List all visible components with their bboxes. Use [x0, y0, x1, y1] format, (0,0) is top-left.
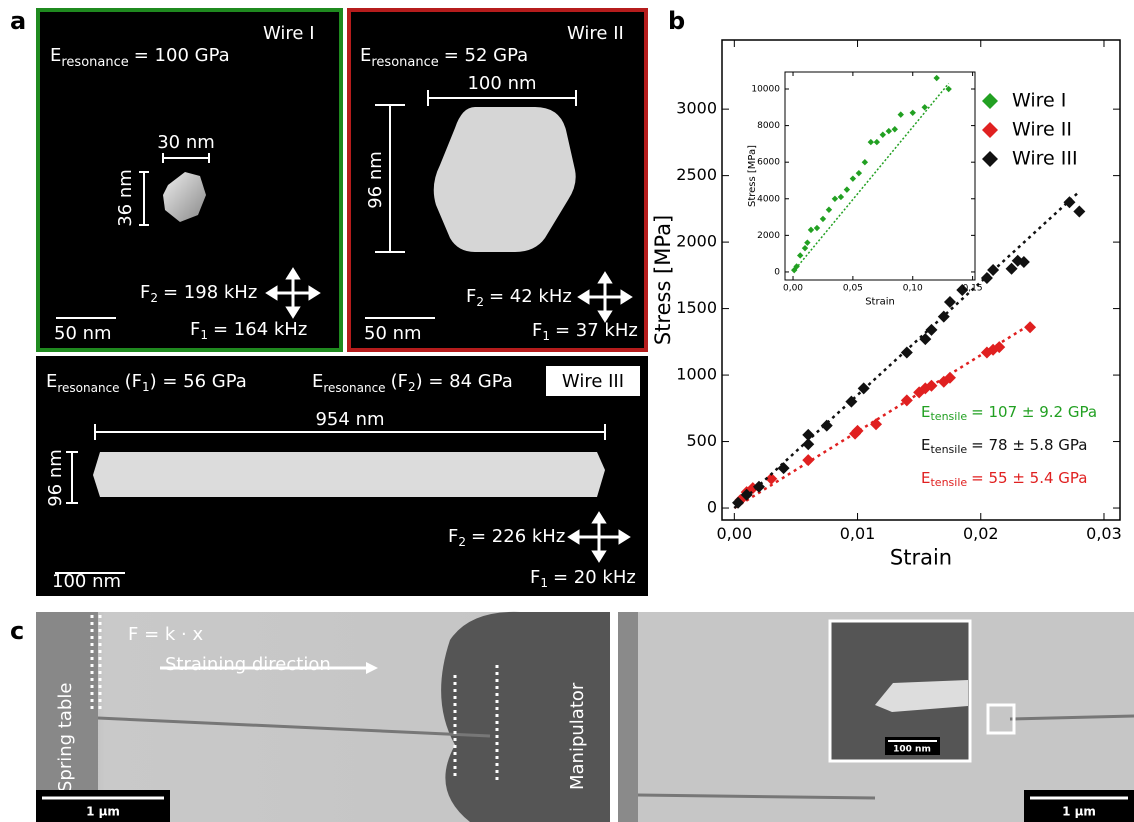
x-axis-label: Strain [865, 297, 895, 308]
legend-label: Wire III [1012, 148, 1078, 170]
figure: a b c Wire I Eresonance = 100 GPa 30 nm 3… [0, 0, 1134, 822]
value: = 107 ± 9.2 GPa [971, 403, 1097, 421]
y-tick-label: 1500 [676, 298, 717, 317]
y-tick-label: 6000 [757, 158, 780, 168]
subscript: resonance [57, 381, 119, 395]
symbol: F [190, 319, 200, 340]
subscript: 2 [476, 295, 484, 309]
x-tick-label: 0,00 [717, 524, 753, 543]
symbol: E [50, 45, 61, 66]
value: = 78 ± 5.8 GPa [971, 436, 1087, 454]
symbol: F [530, 567, 540, 588]
value: = 226 kHz [471, 526, 565, 547]
scale-bar-label: 50 nm [54, 323, 112, 344]
x-tick-label: 0,15 [963, 284, 983, 294]
height-label: 96 nm [45, 449, 66, 507]
y-tick-label: 2000 [757, 231, 780, 241]
subscript: tensile [930, 476, 967, 489]
y-tick-label: 8000 [757, 121, 780, 131]
subscript: 2 [458, 535, 466, 549]
formula: F = k · x [128, 624, 203, 645]
length-label: 954 nm [315, 409, 384, 430]
charts: 0,00 0,01 0,02 0,03 0 500 1000 1500 2000 2500 3000… [651, 40, 1122, 569]
y-tick-label: 0 [707, 498, 717, 517]
x-tick-label: 0,05 [843, 284, 863, 294]
symbol: F [140, 282, 150, 303]
subscript: resonance [323, 381, 385, 395]
y-tick-label: 0 [774, 267, 780, 277]
symbol: F [532, 320, 542, 341]
value: = 52 GPa [444, 45, 528, 66]
value: = 55 ± 5.4 GPa [971, 469, 1087, 487]
value: ) = 56 GPa [150, 371, 247, 392]
subscript: 1 [200, 328, 208, 342]
x-tick-label: 0,02 [963, 524, 999, 543]
symbol: E [360, 45, 371, 66]
panel-label: b [668, 7, 685, 35]
y-tick-label: 1000 [676, 365, 717, 384]
subscript: 2 [150, 291, 158, 305]
y-tick-label: 500 [686, 431, 717, 450]
y-axis-label: Stress [MPa] [747, 145, 758, 207]
spring-table-label: Spring table [55, 683, 76, 792]
symbol: F [466, 286, 476, 307]
edge-shape [618, 612, 638, 822]
legend-label: Wire I [1012, 90, 1066, 112]
subscript: tensile [930, 443, 967, 456]
y-tick-label: 2000 [676, 232, 717, 251]
symbol: E [921, 469, 930, 487]
x-tick-label: 0,00 [783, 284, 803, 294]
manipulator-label: Manipulator [567, 682, 588, 790]
value: = 198 kHz [163, 282, 257, 303]
scale-bar-label: 50 nm [364, 323, 422, 344]
subscript: 1 [142, 380, 150, 394]
direction-label: Straining direction [165, 654, 331, 675]
symbol: E [921, 403, 930, 421]
panel-label: a [10, 7, 26, 35]
symbol: E [312, 371, 323, 392]
legend-label: Wire II [1012, 119, 1072, 141]
x-tick-label: 0,01 [840, 524, 876, 543]
y-axis-label: Stress [MPa] [651, 215, 675, 345]
subscript: tensile [930, 410, 967, 423]
plot-frame [785, 72, 975, 280]
subscript: 1 [540, 576, 548, 590]
y-tick-label: 2500 [676, 165, 717, 184]
scale-bar-label: 100 nm [893, 745, 931, 755]
value: = 164 kHz [213, 319, 307, 340]
value: ) = 84 GPa [416, 371, 513, 392]
y-tick-label: 4000 [757, 194, 780, 204]
symbol: F [448, 526, 458, 547]
width-label: 100 nm [467, 73, 536, 94]
value: = 42 kHz [489, 286, 572, 307]
x-tick-label: 0,10 [903, 284, 923, 294]
height-label: 96 nm [365, 151, 386, 209]
x-tick-label: 0,03 [1086, 524, 1122, 543]
value: = 20 kHz [553, 567, 636, 588]
subscript: resonance [61, 55, 128, 70]
text: (F [125, 371, 142, 392]
scale-bar-label: 1 µm [1062, 805, 1096, 819]
wire-title: Wire II [567, 23, 624, 44]
x-axis-label: Strain [890, 545, 952, 569]
subscript: 2 [408, 380, 416, 394]
symbol: E [921, 436, 930, 454]
panel-label: c [10, 617, 24, 645]
subscript: resonance [371, 55, 438, 70]
y-tick-label: 10000 [751, 85, 780, 95]
subscript: 1 [542, 329, 550, 343]
width-label: 30 nm [157, 132, 215, 153]
text: (F [391, 371, 408, 392]
value: = 37 kHz [555, 320, 638, 341]
wire-title: Wire III [562, 371, 624, 392]
wire-title: Wire I [263, 23, 315, 44]
scale-bar-label: 100 nm [52, 571, 121, 592]
y-tick-label: 3000 [676, 99, 717, 118]
value: = 100 GPa [134, 45, 230, 66]
wire-3-bar [93, 452, 605, 497]
scale-bar-label: 1 µm [86, 805, 120, 819]
symbol: E [46, 371, 57, 392]
height-label: 36 nm [115, 169, 136, 227]
